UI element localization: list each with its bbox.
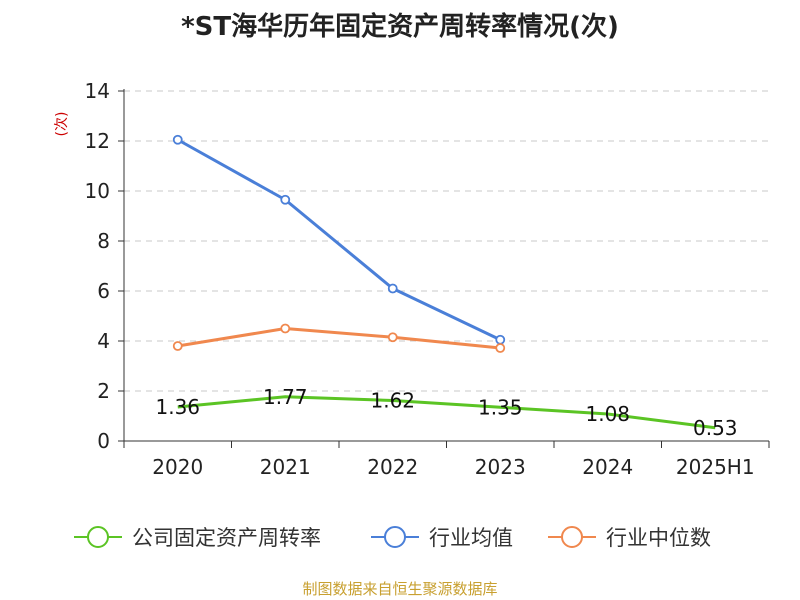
data-point	[172, 134, 183, 145]
data-point	[495, 343, 506, 353]
x-tick-label: 2021	[260, 455, 311, 479]
data-label: 1.08	[585, 402, 630, 426]
chart-title: *ST海华历年固定资产周转率情况(次)	[181, 12, 619, 42]
y-tick-label: 8	[97, 229, 110, 253]
x-tick-label: 2020	[152, 455, 203, 479]
legend-label: 公司固定资产周转率	[132, 526, 321, 550]
data-source-note: 制图数据来自恒生聚源数据库	[302, 580, 498, 598]
data-label: 1.36	[155, 395, 200, 419]
series-line	[177, 327, 501, 350]
x-tick-label: 2023	[475, 455, 526, 479]
x-tick-label: 2022	[367, 455, 418, 479]
y-tick-label: 10	[85, 179, 110, 203]
series-line	[177, 138, 501, 342]
data-point	[280, 323, 291, 334]
legend-marker	[561, 526, 583, 548]
y-tick-label: 4	[97, 329, 110, 353]
x-tick-label: 2025H1	[676, 455, 755, 479]
x-tick-label: 2024	[582, 455, 633, 479]
y-tick-label: 6	[97, 279, 110, 303]
data-point	[280, 194, 291, 205]
data-label: 1.77	[263, 385, 308, 409]
legend-marker	[384, 526, 406, 548]
data-label: 1.35	[478, 395, 523, 419]
y-tick-label: 0	[97, 429, 110, 453]
data-label: 1.62	[370, 389, 415, 413]
data-point	[172, 341, 183, 351]
y-unit-label: (次)	[54, 112, 70, 137]
data-label: 0.53	[693, 416, 738, 440]
legend-marker	[87, 526, 109, 548]
data-point	[387, 283, 398, 294]
y-tick-label: 14	[85, 79, 110, 103]
series-line	[177, 395, 716, 430]
legend-label: 行业均值	[429, 526, 513, 550]
y-tick-label: 12	[85, 129, 110, 153]
data-point	[387, 332, 398, 343]
legend-label: 行业中位数	[606, 526, 711, 550]
data-point	[495, 334, 506, 345]
y-tick-label: 2	[97, 379, 110, 403]
